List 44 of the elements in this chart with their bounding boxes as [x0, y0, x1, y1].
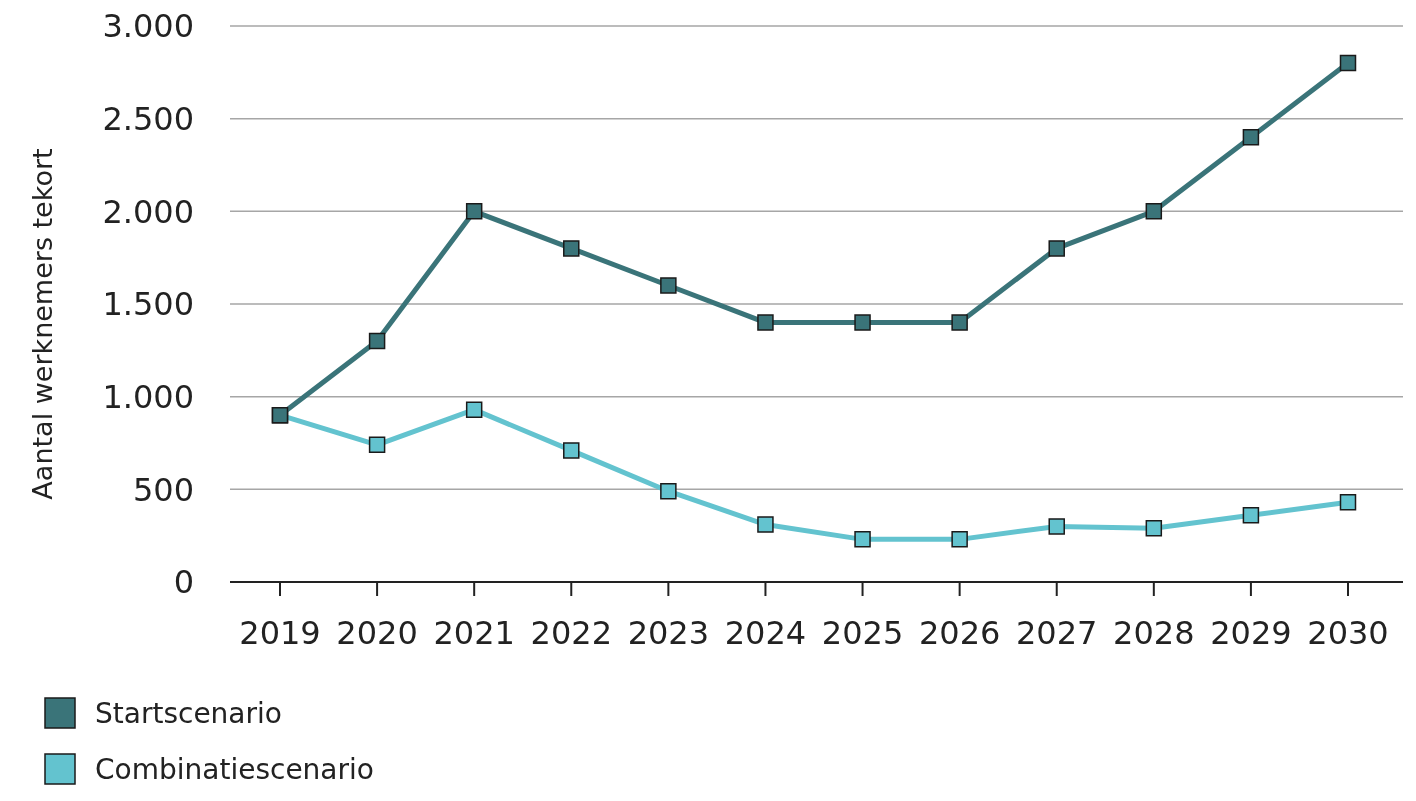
- legend-label: Combinatiescenario: [95, 752, 374, 786]
- legend-label: Startscenario: [95, 696, 282, 730]
- point: [1242, 128, 1260, 146]
- point: [368, 436, 386, 454]
- y-tick-label: 1.000: [102, 377, 194, 416]
- point: [1339, 54, 1357, 72]
- point: [757, 516, 774, 533]
- point: [660, 277, 677, 294]
- point: [854, 314, 871, 331]
- x-tick-label: 2022: [530, 614, 612, 652]
- x-tick-label: 2019: [239, 614, 321, 652]
- point: [951, 314, 968, 331]
- point: [1339, 494, 1357, 511]
- x-tick-label: 2020: [336, 614, 418, 652]
- point: [1048, 518, 1065, 535]
- y-tick-label: 2.000: [102, 192, 194, 231]
- point: [854, 531, 871, 548]
- point: [1145, 520, 1163, 537]
- y-tick-label: 0: [173, 563, 194, 602]
- y-tick-label: 2.500: [102, 99, 194, 138]
- x-tick-label: 2021: [433, 614, 515, 652]
- point: [951, 531, 968, 548]
- point: [368, 332, 386, 350]
- y-axis-title: Aantal werknemers tekort: [27, 148, 58, 500]
- point: [563, 442, 580, 459]
- x-tick-label: 2023: [627, 614, 710, 652]
- point: [465, 401, 483, 418]
- x-tick-label: 2026: [918, 614, 1001, 652]
- point: [1048, 240, 1065, 257]
- x-tick-label: 2027: [1016, 614, 1098, 652]
- y-tick-label: 1.500: [102, 285, 194, 324]
- y-tick-label: 500: [132, 470, 194, 509]
- x-tick-label: 2029: [1210, 614, 1292, 652]
- point: [1242, 507, 1260, 524]
- point: [757, 314, 774, 331]
- point: [465, 203, 483, 220]
- x-tick-label: 2024: [724, 614, 807, 652]
- x-tick-label: 2030: [1307, 614, 1389, 652]
- point: [1145, 203, 1163, 220]
- x-tick-label: 2025: [821, 614, 904, 652]
- x-tick-label: 2028: [1113, 614, 1195, 652]
- point: [563, 240, 580, 257]
- y-tick-label: 3.000: [102, 7, 194, 46]
- point: [660, 482, 677, 500]
